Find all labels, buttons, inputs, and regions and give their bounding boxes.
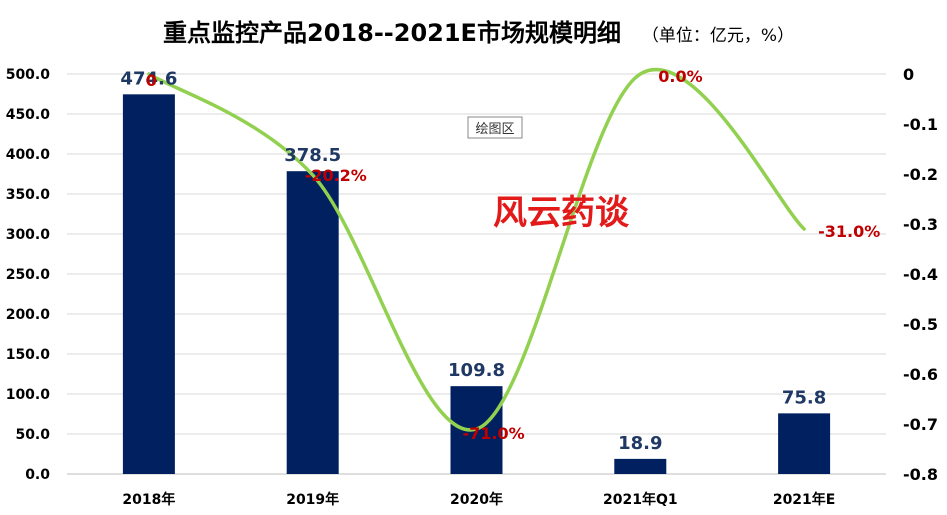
growth-line bbox=[147, 68, 806, 432]
bar bbox=[614, 458, 667, 474]
y-left-tick-label: 100.0 bbox=[6, 387, 51, 403]
x-tick-label: 2021年Q1 bbox=[603, 491, 678, 508]
line-data-label: 0.0% bbox=[658, 67, 702, 86]
y-left-tick-label: 50.0 bbox=[15, 427, 50, 443]
chart-unit-note: （单位：亿元，%） bbox=[642, 26, 794, 46]
y-right-tick-label: -0.5 bbox=[903, 315, 938, 334]
y-left-tick-label: 250.0 bbox=[6, 267, 51, 283]
x-tick-label: 2020年 bbox=[450, 491, 503, 508]
bar-series bbox=[122, 94, 831, 474]
y-right-tick-label: 0 bbox=[903, 65, 914, 84]
bar-data-label: 378.5 bbox=[284, 145, 341, 166]
y-left-tick-label: 150.0 bbox=[6, 347, 51, 363]
gridlines bbox=[67, 73, 886, 475]
y-left-tick-label: 200.0 bbox=[6, 307, 51, 323]
line-series bbox=[147, 68, 806, 432]
y-right-tick-label: -0.6 bbox=[903, 365, 938, 384]
line-data-labels: 0 -20.2% -71.0% 0.0% -31.0% bbox=[146, 67, 880, 443]
bar-data-label: 75.8 bbox=[782, 387, 826, 408]
x-tick-label: 2019年 bbox=[286, 491, 339, 508]
bar bbox=[122, 94, 175, 474]
y-right-tick-label: -0.2 bbox=[903, 165, 938, 184]
y-right-tick-label: -0.1 bbox=[903, 115, 938, 134]
y-left-tick-label: 350.0 bbox=[6, 187, 51, 203]
y-left-tick-label: 0.0 bbox=[25, 467, 50, 483]
bar-data-label: 18.9 bbox=[618, 433, 662, 454]
line-data-label: -20.2% bbox=[305, 166, 367, 185]
line-data-label: -31.0% bbox=[818, 222, 880, 241]
y-left-tick-label: 300.0 bbox=[6, 227, 51, 243]
y-right-tick-label: -0.3 bbox=[903, 215, 938, 234]
line-data-label: 0 bbox=[146, 71, 157, 90]
bar-data-label: 109.8 bbox=[448, 360, 505, 381]
y-left-tick-label: 500.0 bbox=[6, 67, 51, 83]
watermark-text: 风云药谈 bbox=[493, 193, 630, 233]
bar bbox=[778, 413, 831, 474]
x-tick-label: 2021年E bbox=[773, 491, 836, 508]
chart-title: 重点监控产品2018--2021E市场规模明细 bbox=[163, 19, 621, 47]
y-right-tick-label: -0.7 bbox=[903, 415, 938, 434]
tooltip-text: 绘图区 bbox=[475, 122, 514, 137]
bar-data-label: 474.6 bbox=[120, 68, 177, 89]
right-y-axis: 0 -0.1 -0.2 -0.3 -0.4 -0.5 -0.6 -0.7 -0.8 bbox=[903, 65, 938, 484]
tooltip-box bbox=[467, 116, 523, 139]
plot-area-tooltip: 绘图区 bbox=[467, 116, 523, 139]
bar-data-labels: 474.6 378.5 109.8 18.9 75.8 bbox=[120, 68, 826, 454]
y-right-tick-label: -0.4 bbox=[903, 265, 938, 284]
x-axis: 2018年 2019年 2020年 2021年Q1 2021年E bbox=[122, 491, 835, 508]
x-tick-label: 2018年 bbox=[122, 491, 175, 508]
left-y-axis: 0.0 50.0 100.0 150.0 200.0 250.0 300.0 350.0 400… bbox=[6, 67, 51, 483]
y-right-tick-label: -0.8 bbox=[903, 465, 938, 484]
line-data-label: -71.0% bbox=[463, 424, 525, 443]
y-left-tick-label: 400.0 bbox=[6, 147, 51, 163]
bar bbox=[286, 171, 339, 474]
y-left-tick-label: 450.0 bbox=[6, 107, 51, 123]
